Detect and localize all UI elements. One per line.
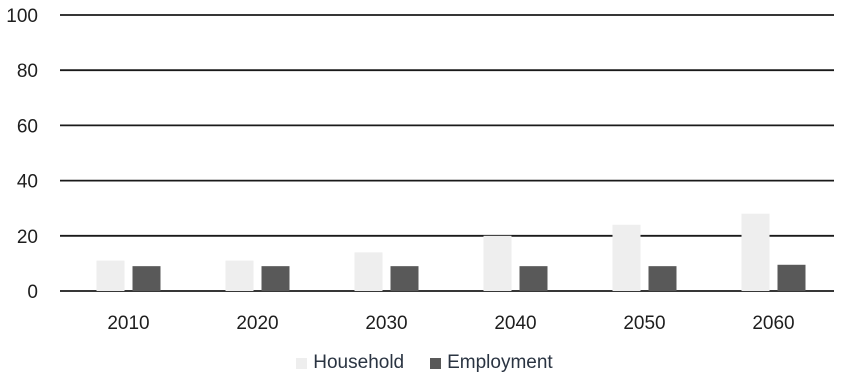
bar-employment-2050 — [648, 266, 677, 291]
bar-household-2010 — [96, 260, 125, 291]
bar-household-2050 — [612, 224, 641, 291]
x-tick-label: 2050 — [623, 313, 665, 334]
y-tick-label: 0 — [27, 282, 38, 303]
y-tick-label: 60 — [17, 116, 38, 137]
bar-employment-2010 — [132, 266, 161, 291]
bar-household-2060 — [741, 213, 770, 291]
bars — [96, 213, 806, 291]
y-tick-label: 20 — [17, 227, 38, 248]
legend-item-employment: Employment — [430, 352, 553, 374]
bar-household-2040 — [483, 235, 512, 291]
x-tick-label: 2040 — [494, 313, 536, 334]
y-tick-label: 40 — [17, 172, 38, 193]
x-tick-label: 2060 — [752, 313, 794, 334]
bar-household-2020 — [225, 260, 254, 291]
legend-label-household: Household — [313, 352, 405, 373]
y-axis-ticks: 0 20 40 60 80 100 — [6, 6, 38, 303]
legend-swatch-employment — [430, 357, 442, 369]
legend-label-employment: Employment — [447, 352, 553, 373]
bar-employment-2060 — [777, 264, 806, 291]
y-tick-label: 100 — [6, 6, 38, 27]
x-tick-label: 2020 — [236, 313, 278, 334]
bar-employment-2020 — [261, 266, 290, 291]
legend: Household Employment — [0, 352, 849, 374]
x-tick-label: 2010 — [107, 313, 149, 334]
bar-household-2030 — [354, 252, 383, 291]
y-tick-label: 80 — [17, 61, 38, 82]
x-axis-ticks: 2010 2020 2030 2040 2050 2060 — [107, 313, 794, 334]
x-tick-label: 2030 — [365, 313, 407, 334]
bar-employment-2030 — [390, 266, 419, 291]
bar-employment-2040 — [519, 266, 548, 291]
gridlines — [60, 14, 834, 292]
legend-swatch-household — [296, 357, 308, 369]
legend-item-household: Household — [296, 352, 404, 374]
